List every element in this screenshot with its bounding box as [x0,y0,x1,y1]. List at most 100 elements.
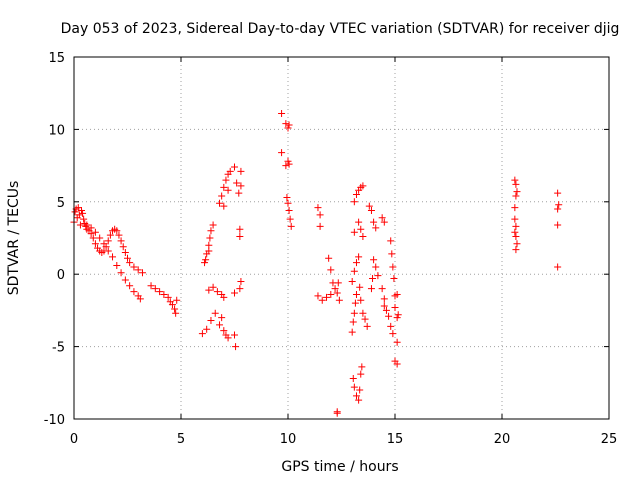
data-point-marker [160,290,168,298]
data-point-marker [387,237,395,245]
data-point-marker [511,228,519,236]
data-point-marker [327,290,335,298]
data-point-marker [218,314,226,322]
data-point-marker [350,383,358,391]
data-point-marker [284,157,292,165]
data-point-marker [554,205,562,213]
data-point-marker [236,285,244,293]
data-point-marker [278,109,286,117]
data-point-marker [513,240,521,248]
data-point-marker [388,250,396,258]
data-point-marker [361,315,369,323]
data-point-marker [113,227,121,235]
data-point-marker [282,162,290,170]
data-point-marker [511,215,519,223]
data-point-marker [387,322,395,330]
data-point-marker [89,234,97,242]
data-point-marker [390,275,398,283]
data-point-marker [206,234,214,242]
data-point-marker [363,322,371,330]
data-point-marker [283,193,291,201]
data-point-marker [350,198,358,206]
data-point-marker [216,321,224,329]
data-point-marker [100,240,108,248]
plot-frame [73,56,610,420]
data-point-marker [198,330,206,338]
data-point-marker [130,263,138,271]
data-point-marker [231,289,238,297]
data-point-marker [236,233,244,241]
data-point-marker [284,124,292,132]
data-point-marker [286,215,294,223]
data-point-marker [372,224,380,232]
data-point-marker [316,222,324,230]
data-point-marker [359,233,367,241]
data-point-marker [237,167,245,175]
data-point-marker [351,299,359,307]
data-point-marker [134,266,142,274]
x-tick-label: 20 [494,432,511,447]
data-point-marker [121,276,129,284]
data-point-marker [91,228,99,236]
data-point-marker [511,204,519,212]
data-point-marker [287,222,295,230]
data-point-marker [348,277,356,285]
data-point-marker [207,227,215,235]
data-point-marker [333,409,341,417]
data-point-marker [285,121,293,129]
data-point-marker [352,392,360,400]
data-point-marker [220,293,228,301]
data-point-marker [355,396,363,404]
data-point-marker [323,293,331,301]
data-point-marker [349,318,357,326]
y-tick-label: 15 [48,51,65,66]
x-axis-label: GPS time / hours [281,459,398,475]
data-point-marker [352,191,360,199]
data-point-marker [355,253,363,261]
data-point-marker [314,204,322,212]
data-point-marker [554,189,562,197]
data-point-marker [389,263,397,271]
data-point-marker [380,302,388,310]
data-point-marker [216,199,224,207]
data-point-marker [83,221,91,229]
data-point-marker [117,269,125,277]
data-point-marker [348,328,356,336]
data-point-marker [136,295,144,303]
data-point-marker [367,285,375,293]
data-point-marker [168,301,176,309]
data-point-marker [205,286,213,294]
data-point-marker [75,211,83,219]
data-point-marker [356,283,364,291]
data-point-marker [213,288,221,296]
data-point-marker [231,163,238,171]
data-point-marker [151,285,159,293]
data-point-marker [359,309,367,317]
data-point-marker [378,285,386,293]
data-point-marker [226,167,234,175]
data-point-marker [96,234,104,242]
data-point-marker [171,305,179,313]
data-point-marker [359,182,367,190]
x-tick-label: 25 [601,432,618,447]
data-point-marker [237,277,245,285]
data-point-marker [512,222,520,230]
data-point-marker [357,370,365,378]
data-point-marker [512,192,520,200]
data-point-marker [205,247,213,255]
data-point-marker [202,256,210,264]
data-point-marker [207,317,215,325]
data-point-marker [394,311,402,319]
y-tick-label: 0 [57,268,65,283]
data-point-marker [124,254,131,262]
data-point-marker [380,295,388,303]
data-point-marker [201,259,209,267]
x-tick-label: 15 [387,432,404,447]
data-point-marker [76,221,84,229]
points-layer [70,109,563,417]
data-point-marker [285,160,293,168]
data-point-marker [370,218,378,226]
y-tick-label: 5 [57,196,65,211]
data-point-marker [512,180,520,188]
data-point-marker [222,176,230,184]
